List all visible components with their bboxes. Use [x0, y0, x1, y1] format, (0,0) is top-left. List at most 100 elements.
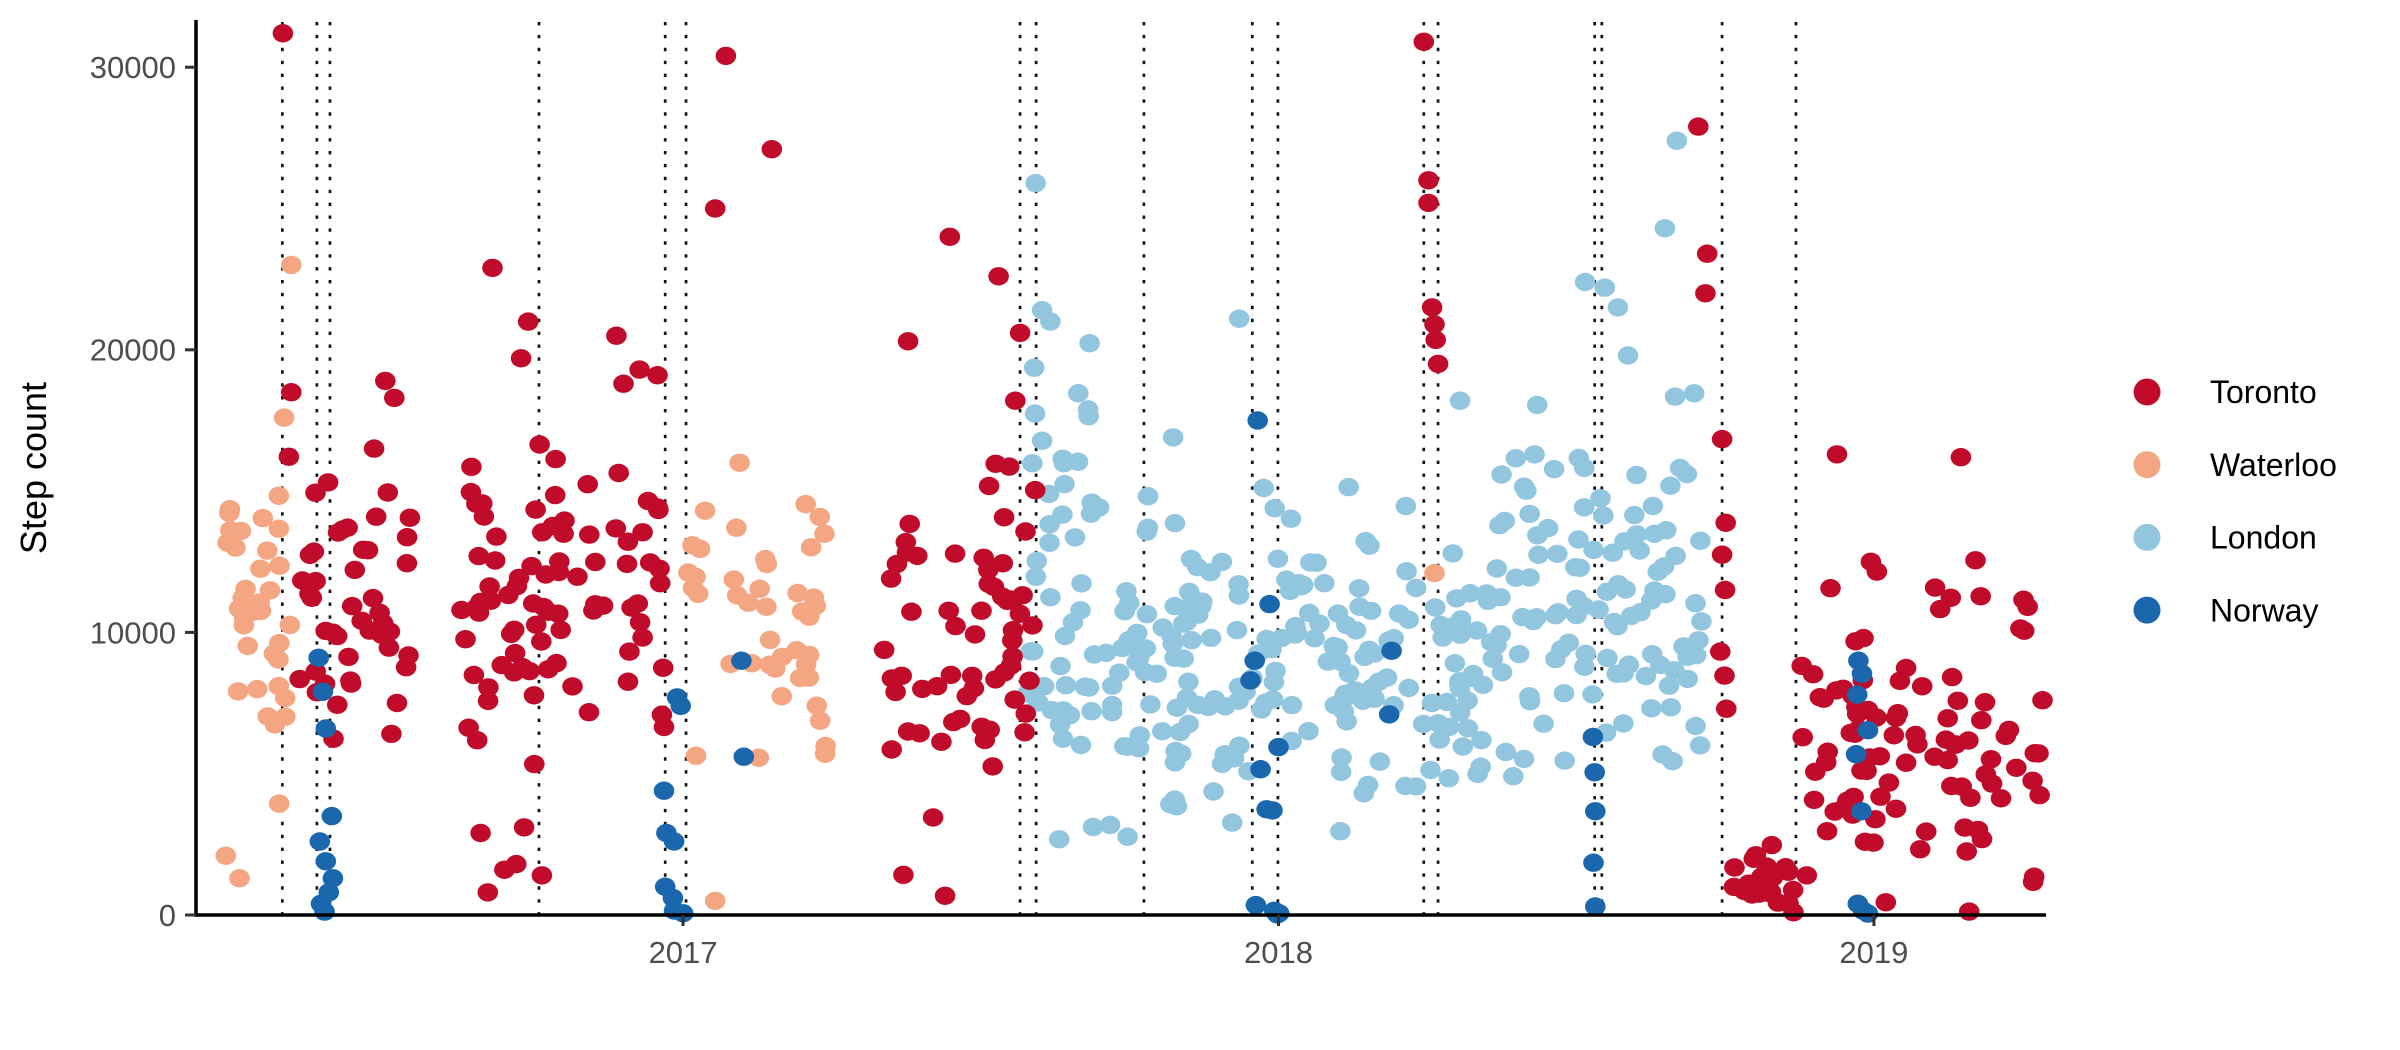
- data-point: [1924, 747, 1945, 766]
- data-point: [1128, 648, 1150, 667]
- data-point: [1866, 562, 1888, 581]
- data-point: [1528, 545, 1549, 564]
- data-point: [1054, 474, 1075, 494]
- data-point: [1971, 711, 1992, 730]
- data-point: [912, 679, 933, 699]
- data-point: [322, 869, 344, 888]
- data-point: [1024, 404, 1046, 423]
- data-point: [1314, 574, 1335, 593]
- data-point: [1300, 553, 1321, 572]
- data-point: [1040, 312, 1061, 331]
- data-point: [523, 686, 545, 705]
- data-point: [458, 718, 479, 737]
- data-point: [1253, 478, 1274, 498]
- series-london: [1017, 131, 1712, 849]
- data-point: [978, 476, 1000, 496]
- data-point: [1078, 678, 1100, 697]
- legend-item-norway: Norway: [2133, 592, 2318, 628]
- data-point: [220, 521, 241, 540]
- data-point: [1250, 760, 1271, 779]
- data-point: [1025, 173, 1046, 193]
- data-point: [944, 544, 966, 563]
- data-point: [1223, 749, 1245, 768]
- y-axis-tick-label: 10000: [90, 615, 176, 650]
- data-point: [1689, 736, 1711, 755]
- data-point: [619, 642, 640, 661]
- data-point: [1751, 867, 1772, 886]
- data-point: [1009, 604, 1031, 623]
- data-point: [1489, 516, 1510, 535]
- data-point: [1221, 813, 1243, 832]
- data-point: [1284, 625, 1306, 644]
- data-point: [1449, 678, 1471, 698]
- data-point: [1513, 749, 1535, 769]
- data-point: [2032, 691, 2053, 710]
- data-point: [978, 560, 999, 579]
- data-point: [938, 601, 959, 620]
- data-point: [1870, 787, 1891, 806]
- series-norway: [308, 411, 1879, 924]
- data-point: [1026, 551, 1047, 571]
- data-point: [1558, 633, 1580, 652]
- data-point: [562, 677, 583, 696]
- x-axis-tick-label: 2018: [1244, 935, 1313, 970]
- y-axis-title: Step count: [13, 382, 54, 554]
- data-point: [1658, 676, 1680, 695]
- data-point: [893, 865, 914, 885]
- data-point: [1020, 642, 1042, 661]
- data-point: [1048, 830, 1070, 849]
- data-point: [1015, 522, 1036, 541]
- legend-swatch-waterloo-icon: [2133, 451, 2161, 479]
- data-point: [727, 586, 748, 605]
- data-point: [1203, 782, 1224, 801]
- data-point: [1000, 656, 1022, 675]
- data-point: [1995, 726, 2017, 746]
- data-point: [281, 383, 302, 402]
- data-point: [1641, 699, 1662, 718]
- data-point: [332, 520, 353, 539]
- data-point: [1099, 815, 1121, 835]
- data-point: [1381, 641, 1402, 660]
- data-point: [1490, 588, 1511, 607]
- data-point: [1064, 528, 1086, 547]
- data-point: [503, 620, 525, 639]
- data-point: [292, 571, 313, 590]
- data-point: [1430, 615, 1451, 635]
- data-point: [531, 866, 553, 885]
- data-point: [1170, 744, 1192, 763]
- data-point: [352, 540, 374, 559]
- data-point: [1883, 726, 1905, 745]
- data-point: [273, 408, 295, 427]
- data-point: [524, 754, 545, 774]
- data-point: [1547, 603, 1569, 622]
- data-point: [1547, 544, 1568, 564]
- data-point: [1691, 612, 1712, 631]
- data-point: [545, 449, 566, 469]
- data-point: [468, 546, 490, 566]
- data-point: [484, 551, 506, 570]
- data-point: [678, 563, 699, 582]
- data-point: [1101, 695, 1123, 715]
- data-point: [1690, 531, 1711, 550]
- data-point: [1049, 715, 1071, 734]
- data-point: [1388, 604, 1410, 623]
- data-point: [1425, 598, 1446, 617]
- data-point: [806, 696, 828, 715]
- data-point: [1421, 693, 1443, 713]
- data-point: [338, 647, 359, 667]
- data-point: [1152, 722, 1173, 741]
- data-point: [227, 682, 249, 701]
- data-point: [1655, 585, 1676, 604]
- data-point: [993, 508, 1015, 527]
- data-point: [1331, 748, 1352, 767]
- data-point: [1543, 459, 1565, 479]
- data-point: [1603, 612, 1625, 632]
- data-point: [1081, 702, 1102, 721]
- data-point: [1031, 431, 1053, 450]
- data-point: [629, 613, 651, 632]
- scatter-points: [215, 24, 2053, 924]
- data-point: [2029, 785, 2050, 805]
- data-point: [1490, 625, 1511, 644]
- data-point: [1624, 505, 1645, 525]
